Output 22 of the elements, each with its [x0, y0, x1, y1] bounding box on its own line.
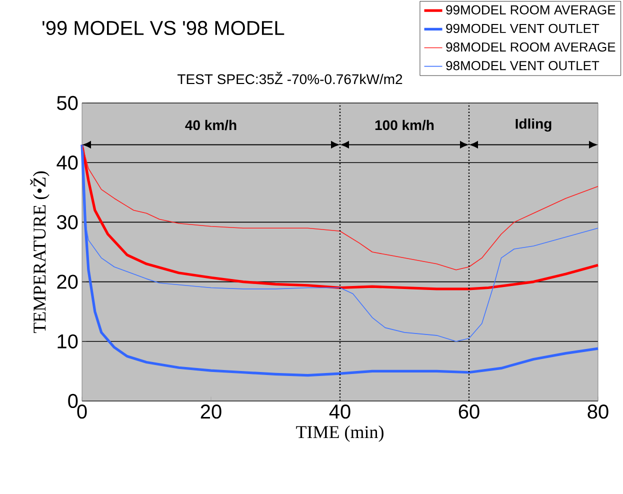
- x-tick-label: 20: [200, 404, 222, 419]
- y-tick-label: 40: [56, 156, 78, 170]
- chart-title: '99 MODEL VS '98 MODEL: [42, 20, 284, 36]
- x-tick-label: 0: [77, 404, 87, 419]
- y-tick-label: 20: [57, 274, 78, 289]
- band-label: 100 km/h: [375, 120, 434, 130]
- y-tick-label: 0: [68, 394, 78, 408]
- legend-label: 98MODEL VENT OUTLET: [446, 61, 600, 70]
- chart-subtitle: TEST SPEC:35Ž -70%-0.767kW/m2: [178, 72, 402, 84]
- x-tick-label: 80: [588, 404, 608, 419]
- x-tick-label: 60: [458, 404, 480, 419]
- legend-label: 98MODEL ROOM AVERAGE: [446, 42, 616, 52]
- y-tick-label: 50: [57, 96, 78, 110]
- band-label: 40 km/h: [185, 120, 236, 130]
- legend-label: 99MODEL ROOM AVERAGE: [446, 5, 616, 14]
- y-tick-label: 30: [57, 215, 78, 230]
- x-tick-label: 40: [329, 404, 350, 419]
- y-axis-title: TEMPERATURE (•Ž): [30, 171, 50, 334]
- legend-label: 99MODEL VENT OUTLET: [446, 24, 600, 34]
- band-label: Idling: [516, 118, 552, 132]
- y-tick-label: 10: [58, 334, 78, 348]
- x-axis-title: TIME (min): [296, 426, 384, 442]
